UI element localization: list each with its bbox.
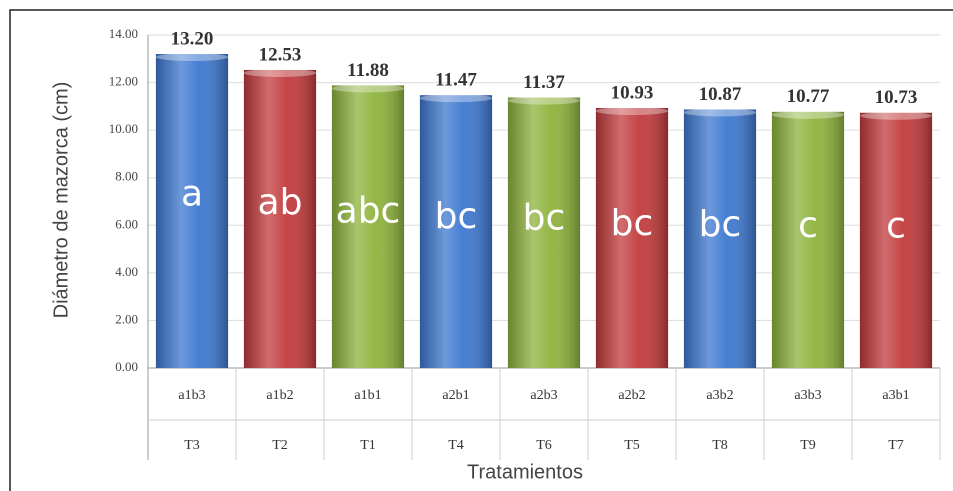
frame	[9, 9, 953, 491]
bar-cap	[419, 94, 493, 103]
bar-cap	[155, 53, 229, 62]
x-group-label: T2	[272, 438, 288, 453]
value-label: 12.53	[259, 44, 302, 65]
value-label: 10.77	[787, 86, 830, 107]
x-tick-label: a3b3	[794, 388, 821, 403]
x-tick-label: a1b1	[354, 388, 381, 403]
bar-shine	[331, 85, 405, 368]
value-label: 10.93	[611, 82, 654, 103]
y-tick-label: 8.00	[115, 169, 138, 184]
annotation: bc	[699, 204, 742, 245]
x-tick-label: a1b3	[178, 388, 205, 403]
value-label: 10.87	[699, 84, 742, 105]
bar-cap	[859, 111, 933, 120]
value-label: 13.20	[171, 28, 214, 49]
value-label: 11.47	[435, 70, 477, 91]
x-group-label: T8	[712, 438, 728, 453]
annotation: c	[798, 205, 818, 246]
value-label: 10.73	[875, 87, 918, 108]
bar-shine	[419, 95, 493, 368]
bar-shine	[859, 112, 933, 368]
x-tick-label: a2b3	[530, 388, 557, 403]
annotation: ab	[258, 182, 303, 223]
annotation: abc	[336, 191, 401, 232]
annotation: bc	[523, 197, 566, 238]
x-group-label: T3	[184, 438, 200, 453]
bar-cap	[771, 110, 845, 119]
x-group-label: T9	[800, 438, 816, 453]
bar-cap	[331, 84, 405, 93]
bar-shine	[243, 69, 317, 368]
x-tick-label: a2b1	[442, 388, 469, 403]
y-tick-label: 4.00	[115, 264, 138, 279]
y-tick-label: 10.00	[109, 121, 138, 136]
bar-cap	[507, 96, 581, 105]
x-group-label: T5	[624, 438, 640, 453]
value-label: 11.88	[347, 60, 389, 81]
y-tick-label: 12.00	[109, 74, 138, 89]
annotation: bc	[611, 203, 654, 244]
y-tick-label: 2.00	[115, 311, 138, 326]
bar-shine	[507, 97, 581, 368]
x-group-label: T6	[536, 438, 552, 453]
y-tick-label: 14.00	[109, 26, 138, 41]
y-tick-label: 6.00	[115, 216, 138, 231]
annotation: c	[886, 206, 906, 247]
bar-shine	[595, 108, 669, 368]
bar-cap	[683, 108, 757, 117]
x-tick-label: a2b2	[618, 388, 645, 403]
x-axis-label: Tratamientos	[467, 461, 583, 483]
bar-shine	[771, 111, 845, 369]
annotation: a	[181, 173, 203, 214]
y-axis-label: Diámetro de mazorca (cm)	[50, 82, 72, 319]
bar-cap	[243, 68, 317, 77]
bar-cap	[595, 107, 669, 116]
bar-shine	[155, 54, 229, 369]
bar-shine	[683, 109, 757, 369]
x-tick-label: a1b2	[266, 388, 293, 403]
value-label: 11.37	[523, 72, 565, 93]
annotation: bc	[435, 196, 478, 237]
x-tick-label: a3b2	[706, 388, 733, 403]
x-group-label: T7	[888, 438, 904, 453]
x-tick-label: a3b1	[882, 388, 909, 403]
y-tick-label: 0.00	[115, 359, 138, 374]
x-group-label: T4	[448, 438, 464, 453]
x-group-label: T1	[360, 438, 376, 453]
